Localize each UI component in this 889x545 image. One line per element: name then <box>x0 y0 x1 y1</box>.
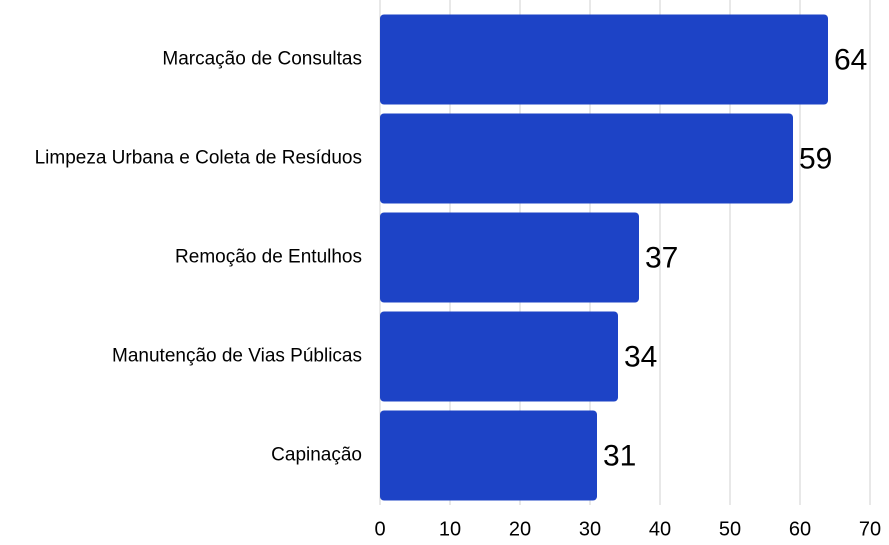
value-label: 37 <box>645 241 678 274</box>
x-tick-label: 40 <box>649 518 671 540</box>
value-label: 64 <box>834 43 867 76</box>
bar <box>380 410 597 501</box>
x-tick-label: 60 <box>789 518 811 540</box>
y-tick-label: Capinação <box>271 445 362 466</box>
y-tick-label: Remoção de Entulhos <box>175 247 362 268</box>
bar <box>380 212 639 303</box>
y-tick-label: Limpeza Urbana e Coleta de Resíduos <box>35 148 362 169</box>
x-tick-label: 20 <box>509 518 531 540</box>
x-tick-label: 0 <box>374 518 385 540</box>
bar <box>380 311 618 402</box>
y-tick-label: Marcação de Consultas <box>162 49 362 70</box>
x-tick-label: 10 <box>439 518 461 540</box>
bar <box>380 113 793 204</box>
value-label: 59 <box>799 142 832 175</box>
y-tick-label: Manutenção de Vias Públicas <box>112 346 362 367</box>
x-tick-label: 50 <box>719 518 741 540</box>
x-tick-label: 30 <box>579 518 601 540</box>
bar <box>380 14 828 105</box>
value-label: 31 <box>603 439 636 472</box>
value-label: 34 <box>624 340 657 373</box>
x-tick-label: 70 <box>859 518 881 540</box>
